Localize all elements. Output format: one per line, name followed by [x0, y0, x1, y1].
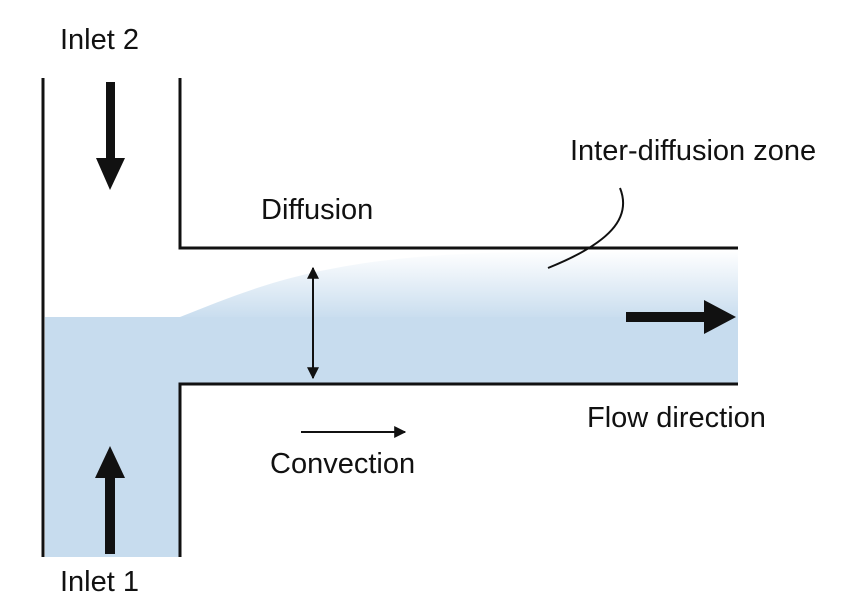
upper-right-wall: [178, 78, 738, 250]
inter-diffusion-leader-line: [547, 187, 625, 269]
channel-walls: [41, 78, 738, 557]
inlet-1-label: Inlet 1: [60, 566, 139, 598]
inter-diffusion-zone-label: Inter-diffusion zone: [570, 135, 816, 167]
convection-label: Convection: [270, 448, 415, 480]
flow-direction-label: Flow direction: [587, 402, 766, 434]
arrow-up-icon: [95, 446, 125, 554]
inter-diffusion-zone-gradient: [180, 250, 738, 317]
lower-right-wall: [178, 382, 738, 557]
inlet-2-label: Inlet 2: [60, 24, 139, 56]
arrow-right-icon: [626, 300, 736, 334]
channel-fluid: [179, 317, 738, 384]
diffusion-label: Diffusion: [261, 194, 373, 226]
arrow-down-icon: [96, 82, 125, 190]
